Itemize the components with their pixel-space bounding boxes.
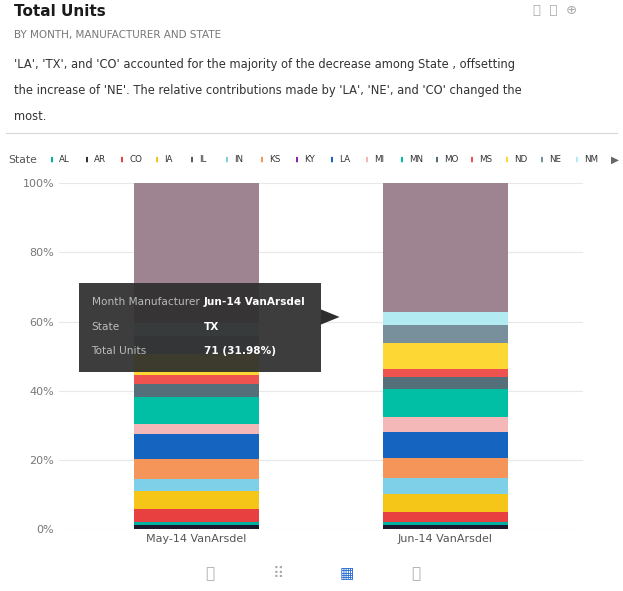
Text: ⠿: ⠿ — [273, 566, 284, 581]
Bar — [383, 431, 508, 458]
Text: IL: IL — [199, 155, 206, 164]
Text: 🖒  🖓  ⊕: 🖒 🖓 ⊕ — [533, 4, 577, 17]
Bar — [383, 512, 508, 522]
Text: CO: CO — [129, 155, 142, 164]
Text: BY MONTH, MANUFACTURER AND STATE: BY MONTH, MANUFACTURER AND STATE — [14, 30, 221, 40]
Text: 📶: 📶 — [206, 566, 215, 581]
Bar — [383, 183, 508, 313]
Bar — [134, 375, 259, 384]
Text: 71 (31.98%): 71 (31.98%) — [204, 346, 276, 356]
Text: ▦: ▦ — [340, 566, 354, 581]
Bar — [134, 479, 259, 491]
Bar — [134, 354, 259, 375]
Polygon shape — [321, 309, 340, 324]
Bar — [383, 369, 508, 377]
Text: Total Units: Total Units — [14, 4, 105, 19]
Bar — [134, 336, 259, 354]
Bar — [383, 525, 508, 529]
Text: ▶: ▶ — [611, 155, 619, 164]
Bar — [383, 458, 508, 478]
Text: Total Units: Total Units — [92, 346, 147, 356]
Text: AR: AR — [94, 155, 106, 164]
Bar — [134, 384, 259, 397]
Text: NM: NM — [584, 155, 598, 164]
Text: TX: TX — [204, 322, 219, 332]
Text: Jun-14 VanArsdel: Jun-14 VanArsdel — [204, 297, 305, 307]
Text: NE: NE — [549, 155, 561, 164]
Bar — [134, 424, 259, 434]
Text: KS: KS — [269, 155, 280, 164]
Bar — [383, 494, 508, 512]
Text: MS: MS — [479, 155, 492, 164]
Text: MN: MN — [409, 155, 423, 164]
Text: ND: ND — [514, 155, 527, 164]
Bar — [383, 417, 508, 431]
Bar — [134, 183, 259, 323]
Text: the increase of 'NE'. The relative contributions made by 'LA', 'NE', and 'CO' ch: the increase of 'NE'. The relative contr… — [14, 85, 521, 98]
Text: Month Manufacturer: Month Manufacturer — [92, 297, 199, 307]
Bar — [134, 397, 259, 424]
Bar — [134, 459, 259, 479]
Text: State: State — [8, 155, 37, 164]
Bar — [383, 324, 508, 343]
Bar — [383, 343, 508, 369]
Bar — [383, 377, 508, 389]
Bar — [383, 313, 508, 324]
Text: 'LA', 'TX', and 'CO' accounted for the majority of the decrease among State , of: 'LA', 'TX', and 'CO' accounted for the m… — [14, 59, 515, 72]
Bar — [134, 522, 259, 525]
Bar — [134, 525, 259, 529]
Text: KY: KY — [304, 155, 315, 164]
Text: IN: IN — [234, 155, 243, 164]
Text: State: State — [92, 322, 120, 332]
Bar — [383, 389, 508, 417]
Text: LA: LA — [339, 155, 350, 164]
Bar — [383, 522, 508, 525]
FancyBboxPatch shape — [79, 284, 321, 372]
Bar — [134, 434, 259, 459]
Bar — [134, 323, 259, 336]
Text: most.: most. — [14, 110, 46, 123]
Text: MI: MI — [374, 155, 384, 164]
Text: IA: IA — [164, 155, 173, 164]
Text: AL: AL — [59, 155, 70, 164]
Bar — [134, 509, 259, 522]
Text: 📋: 📋 — [411, 566, 421, 581]
Text: MO: MO — [444, 155, 459, 164]
Bar — [383, 478, 508, 494]
Bar — [134, 491, 259, 509]
